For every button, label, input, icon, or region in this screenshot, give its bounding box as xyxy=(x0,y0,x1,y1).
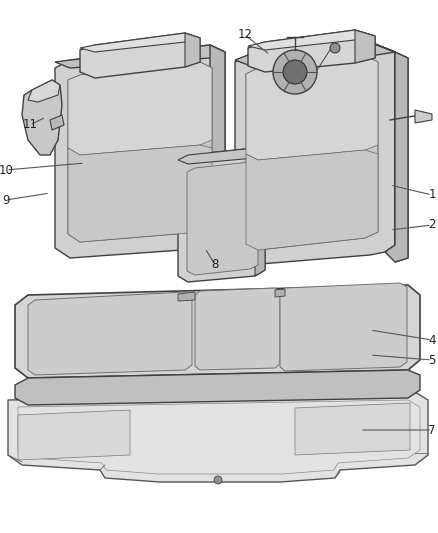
Circle shape xyxy=(330,43,340,53)
Polygon shape xyxy=(415,110,432,123)
Polygon shape xyxy=(18,410,130,460)
Text: 8: 8 xyxy=(211,259,219,271)
Polygon shape xyxy=(50,115,64,130)
Polygon shape xyxy=(15,370,420,405)
Polygon shape xyxy=(395,52,408,262)
Polygon shape xyxy=(55,45,225,258)
Polygon shape xyxy=(68,145,212,242)
Text: 7: 7 xyxy=(428,424,436,437)
Polygon shape xyxy=(68,62,212,155)
Polygon shape xyxy=(370,42,408,262)
Polygon shape xyxy=(178,148,265,282)
Polygon shape xyxy=(280,283,407,371)
Polygon shape xyxy=(187,162,258,275)
Polygon shape xyxy=(275,289,285,297)
Polygon shape xyxy=(355,30,375,63)
Text: 4: 4 xyxy=(428,334,436,346)
Polygon shape xyxy=(235,42,395,265)
Text: 2: 2 xyxy=(428,219,436,231)
Polygon shape xyxy=(255,148,265,276)
Text: 10: 10 xyxy=(0,164,14,176)
Polygon shape xyxy=(15,285,420,378)
Polygon shape xyxy=(185,33,200,67)
Polygon shape xyxy=(295,403,410,455)
Polygon shape xyxy=(55,45,225,68)
Polygon shape xyxy=(28,80,60,102)
Polygon shape xyxy=(178,148,265,164)
Polygon shape xyxy=(246,56,378,160)
Text: 5: 5 xyxy=(428,353,436,367)
Text: 1: 1 xyxy=(428,189,436,201)
Text: 11: 11 xyxy=(22,118,38,132)
Polygon shape xyxy=(178,292,195,301)
Polygon shape xyxy=(248,30,375,50)
Polygon shape xyxy=(68,62,212,242)
Circle shape xyxy=(214,476,222,484)
Polygon shape xyxy=(246,56,378,250)
Polygon shape xyxy=(195,288,280,370)
Polygon shape xyxy=(28,292,192,375)
Polygon shape xyxy=(248,30,375,72)
Circle shape xyxy=(283,60,307,84)
Polygon shape xyxy=(235,42,395,65)
Polygon shape xyxy=(210,45,225,248)
Circle shape xyxy=(273,50,317,94)
Polygon shape xyxy=(8,392,428,482)
Text: 12: 12 xyxy=(237,28,252,42)
Polygon shape xyxy=(246,150,378,250)
Polygon shape xyxy=(22,80,62,155)
Polygon shape xyxy=(80,33,200,52)
Text: 9: 9 xyxy=(2,193,10,206)
Polygon shape xyxy=(80,33,200,78)
